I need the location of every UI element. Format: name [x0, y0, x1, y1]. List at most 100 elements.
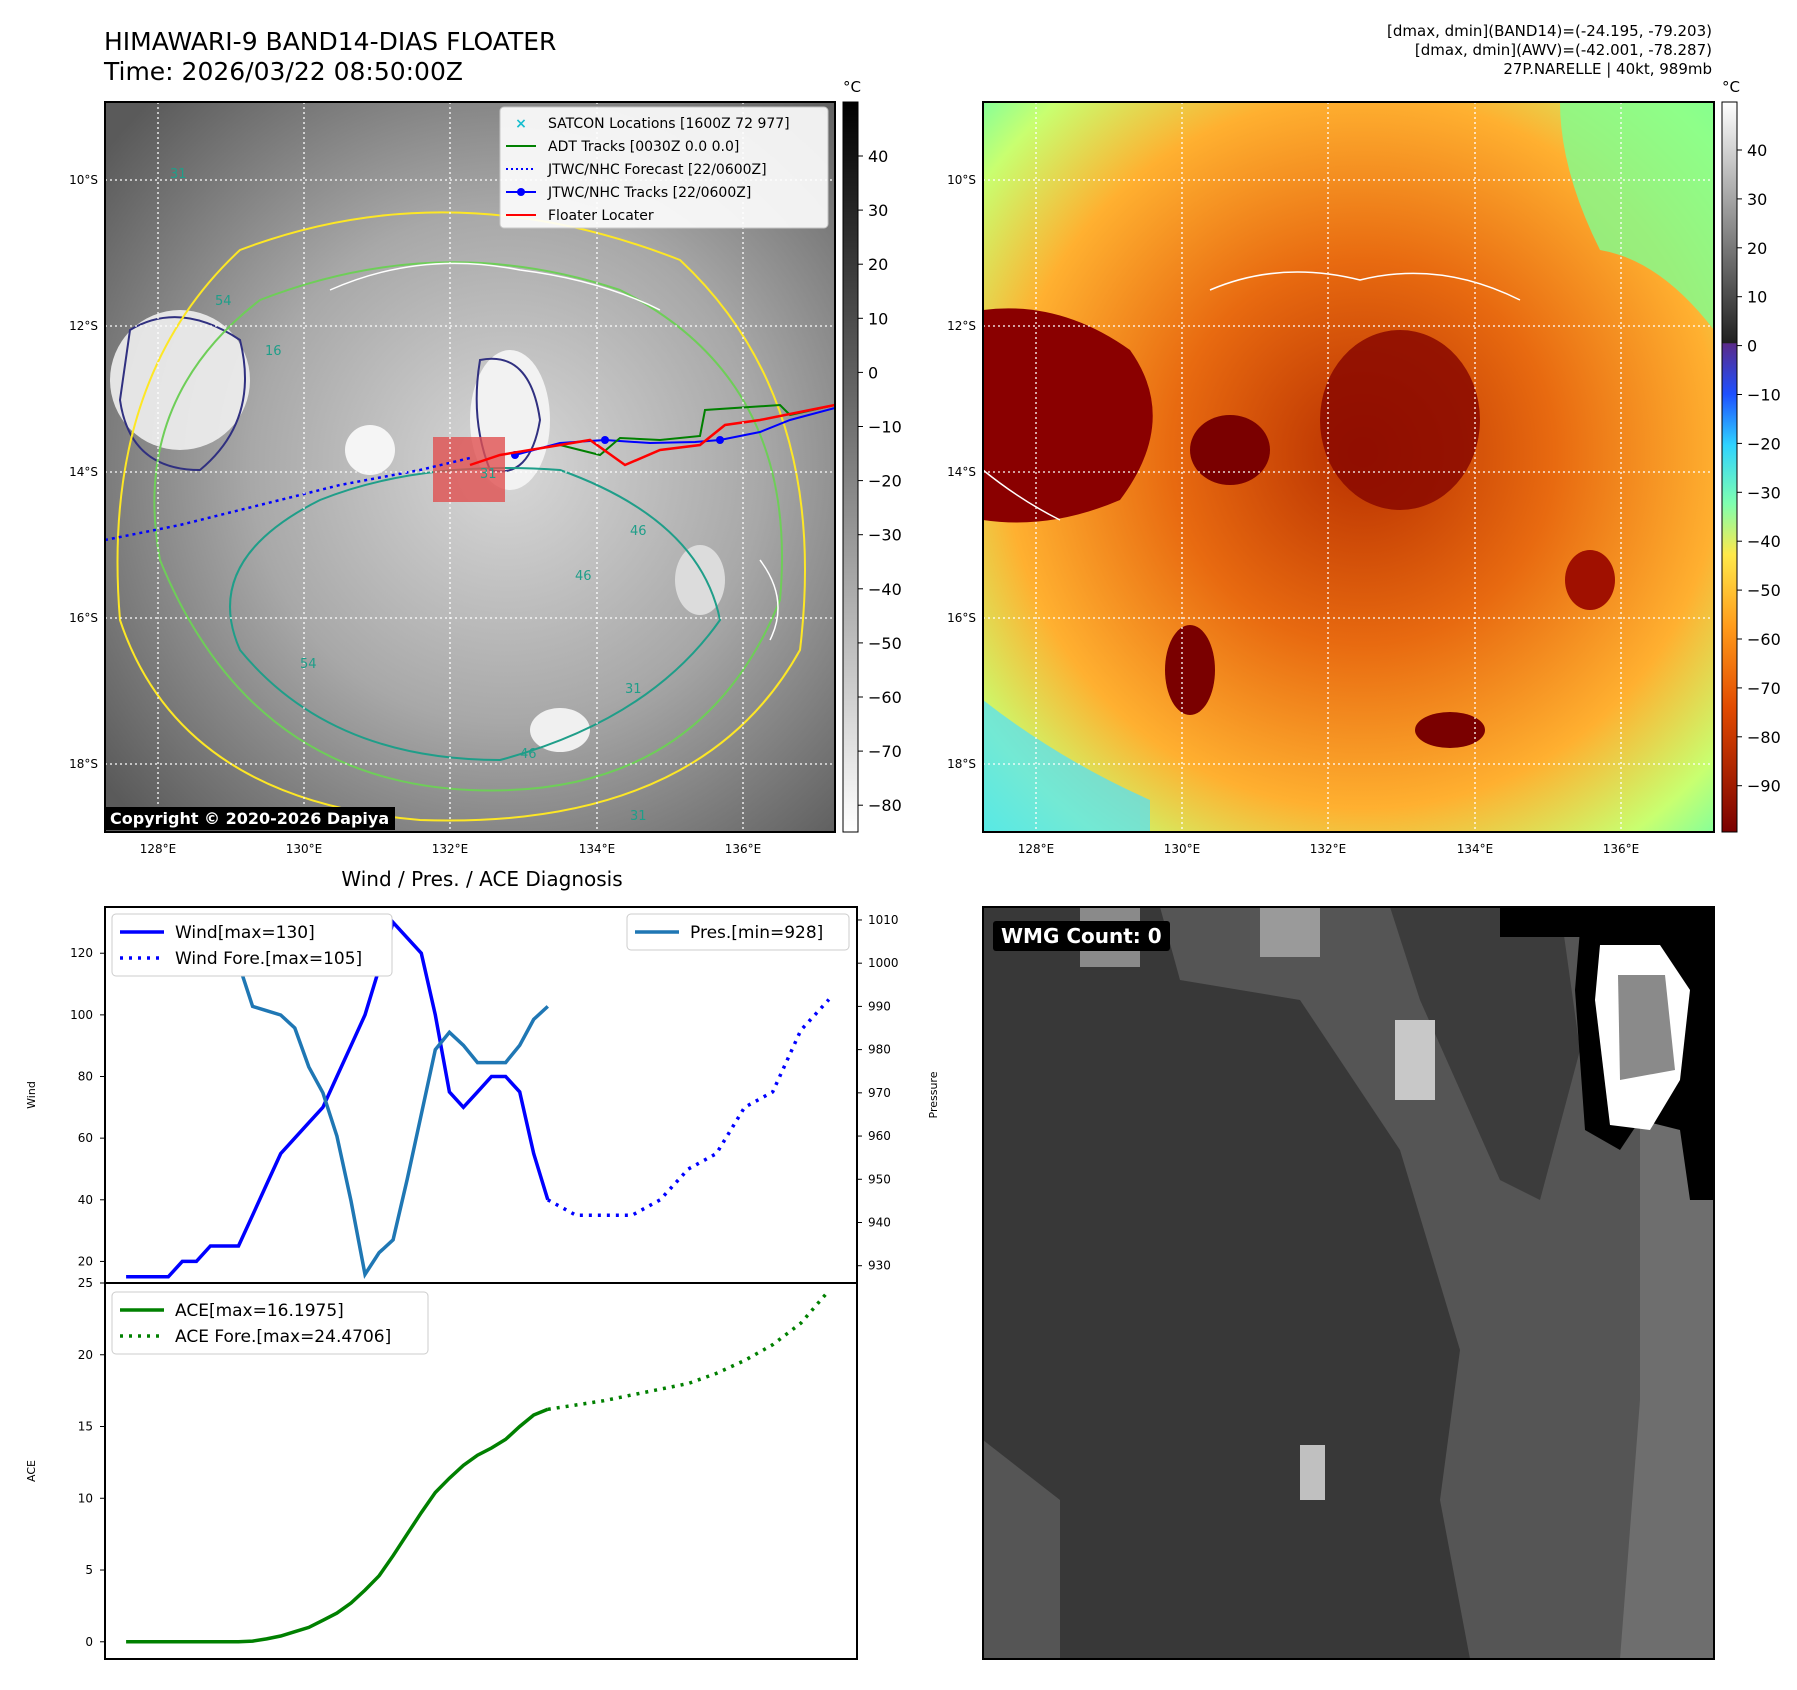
lat-label: 12°S [947, 319, 976, 333]
contour-west [118, 316, 246, 472]
title-line-1: HIMAWARI-9 BAND14-DIAS FLOATER [104, 27, 557, 56]
map-axis-labels: 10°S 10°S 12°S 12°S 14°S 14°S 16°S 16°S 18°S 18°S… [69, 173, 1639, 856]
y-tick-label: 0 [85, 1635, 93, 1649]
wmg-dark-region-2 [1390, 907, 1580, 1200]
legend-item: ADT Tracks [0030Z 0.0 0.0] [506, 139, 739, 155]
legend-item: JTWC/NHC Forecast [22/0600Z] [506, 162, 767, 178]
contour-label: 16 [265, 344, 282, 359]
awv-coastline [1209, 271, 1521, 301]
lon-label: 132°E [432, 842, 469, 856]
lat-label: 12°S [69, 319, 98, 333]
colorbar-tick-label: −40 [868, 580, 902, 599]
ace-chart: 0 5 10 15 20 25 ACE ACE[max=16.1975] ACE Fore.[m… [25, 1276, 858, 1660]
lon-label: 130°E [286, 842, 323, 856]
cold-cloud-south [530, 708, 590, 752]
legend-item: Floater Locater [506, 208, 654, 224]
y-tick-label: 60 [78, 1131, 93, 1145]
lat-label: 18°S [947, 757, 976, 771]
colorbar-tick-label: 20 [1747, 239, 1767, 258]
wmg-panel [982, 906, 1715, 1660]
dark-core [1320, 330, 1480, 510]
dark-spot-se [1415, 712, 1485, 748]
colorbar-tick-label: 20 [868, 255, 888, 274]
adt-track [559, 403, 835, 457]
contour-teal [229, 467, 722, 762]
lon-label: 128°E [140, 842, 177, 856]
y-right-tick-label: 950 [868, 1172, 891, 1186]
colorbar-tick-label: 0 [868, 363, 878, 382]
colorbar-tick-label: 30 [868, 201, 888, 220]
dry-area-ne [1560, 102, 1714, 330]
chart-legend-label: Wind[max=130] [175, 923, 315, 943]
storm-stats: [dmax, dmin](BAND14)=(-24.195, -79.203) … [1387, 22, 1712, 79]
lon-label: 136°E [725, 842, 762, 856]
dark-spot [1190, 415, 1270, 485]
colorbar-tick-label: −40 [1747, 532, 1781, 551]
lat-label: 16°S [947, 611, 976, 625]
y-right-axis-label: Pressure [927, 1071, 940, 1118]
cold-cloud-east [675, 545, 725, 615]
y-right-tick-label: 990 [868, 999, 891, 1013]
y-axis-label: Wind [25, 1081, 38, 1109]
title-line-2: Time: 2026/03/22 08:50:00Z [104, 57, 463, 86]
chart-legend [111, 913, 393, 977]
awv-map [982, 101, 1715, 833]
colorbar-tick-label: −80 [1747, 728, 1781, 747]
coastline-east [759, 559, 779, 641]
colorbar-tick-label: −60 [868, 688, 902, 707]
colorbar-tick-label: −50 [868, 634, 902, 653]
y-tick-label: 120 [70, 946, 93, 960]
gray-colorbar [842, 101, 859, 833]
legend-label: SATCON Locations [1600Z 72 977] [548, 116, 790, 132]
chart-legend [626, 913, 850, 951]
contour-label: 31 [625, 682, 642, 697]
contour-label: 31 [630, 809, 647, 824]
colorbar-tick-label: −20 [868, 472, 902, 491]
lon-label: 132°E [1310, 842, 1347, 856]
lon-label: 128°E [1018, 842, 1055, 856]
lat-label: 10°S [947, 173, 976, 187]
awv-colorbar: °C 40 30 20 10 0 −10 −20 −30 −40 −50 −60 −70 −80 −90 [1721, 78, 1781, 833]
warm-spot-west [983, 308, 1153, 523]
contour-label: 31 [170, 167, 187, 182]
wmg-light-patch [1300, 1445, 1325, 1500]
lon-label: 136°E [1603, 842, 1640, 856]
contour-label: 46 [630, 524, 647, 539]
dark-spot-east [1565, 550, 1615, 610]
colorbar-tick-label: 10 [868, 309, 888, 328]
dry-area-sw [983, 700, 1150, 832]
contour-label: 31 [480, 467, 497, 482]
y-tick-label: 25 [78, 1276, 93, 1290]
contour-label: 46 [575, 569, 592, 584]
series-line [126, 1407, 549, 1644]
wmg-dark-region [983, 907, 1470, 1659]
color-colorbar-unit: °C [1722, 78, 1740, 96]
chart-legend-label: Pres.[min=928] [690, 923, 823, 943]
legend-label: ADT Tracks [0030Z 0.0 0.0] [548, 139, 739, 155]
y-axis-label: ACE [25, 1460, 38, 1482]
contour-labels: 31 54 16 46 31 54 46 31 46 31 [170, 167, 647, 824]
gray-colorbar-unit: °C [843, 78, 861, 96]
dark-spot-south [1165, 625, 1215, 715]
legend-marker-x: × [515, 116, 527, 132]
legend-label: JTWC/NHC Tracks [22/0600Z] [547, 185, 751, 201]
colorbar-tick-label: −90 [1747, 777, 1781, 796]
legend-item: × SATCON Locations [1600Z 72 977] [515, 116, 789, 132]
y-tick-label: 40 [78, 1193, 93, 1207]
y-right-tick-label: 1000 [868, 956, 899, 970]
cold-cloud-west [110, 310, 250, 450]
legend-item: JTWC/NHC Tracks [22/0600Z] [506, 185, 751, 201]
colorbar-tick-label: 40 [868, 147, 888, 166]
wmg-light-patch [1395, 1020, 1435, 1100]
lon-label: 130°E [1164, 842, 1201, 856]
legend-marker-dot [517, 188, 525, 196]
y-tick-label: 100 [70, 1008, 93, 1022]
y-right-tick-label: 960 [868, 1129, 891, 1143]
copyright-label: Copyright © 2020-2026 Dapiya [104, 807, 396, 830]
y-right-tick-label: 970 [868, 1086, 891, 1100]
colorbar-tick-label: −80 [868, 796, 902, 815]
lat-label: 16°S [69, 611, 98, 625]
colorbar-tick-label: −70 [1747, 679, 1781, 698]
colorbar-tick-label: −20 [1747, 434, 1781, 453]
